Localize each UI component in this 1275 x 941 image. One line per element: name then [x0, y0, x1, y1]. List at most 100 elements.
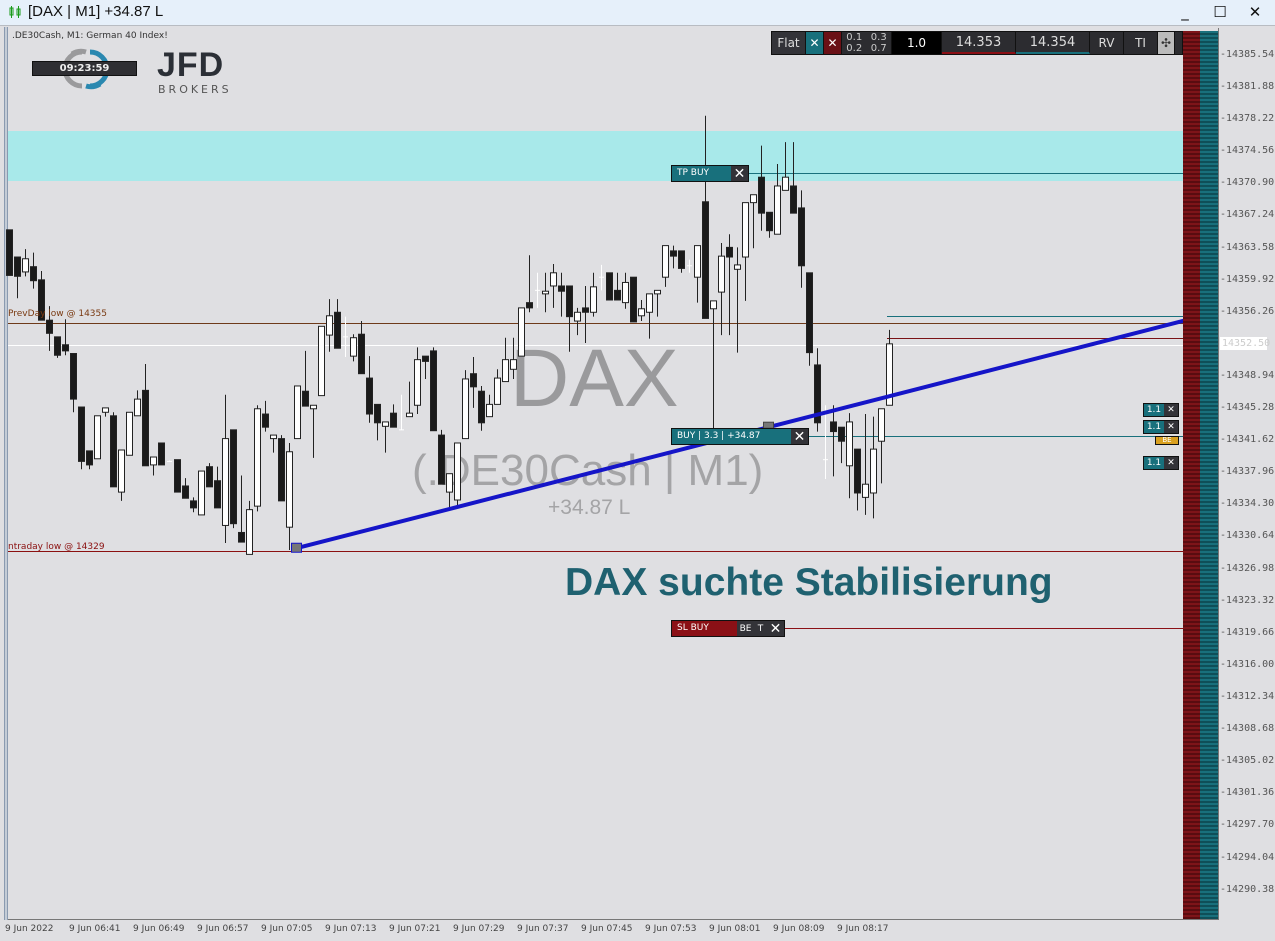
candle-bull — [750, 194, 757, 204]
time-tick-label: 9 Jun 07:45 — [581, 924, 633, 934]
candle-bear — [422, 355, 429, 362]
candle-bull — [406, 412, 413, 418]
crosshair-icon[interactable]: ✣ — [1158, 32, 1175, 54]
candle-bear — [814, 364, 821, 424]
time-tick-label: 9 Jun 06:57 — [197, 924, 249, 934]
time-tick-label: 9 Jun 07:13 — [325, 924, 377, 934]
lot-preset-1[interactable]: 0.1 — [846, 32, 863, 43]
candle-bull — [886, 343, 893, 406]
candle-bear — [798, 207, 805, 267]
order-tag[interactable]: 1.1 ✕ — [1143, 403, 1179, 417]
candle-bear — [366, 377, 373, 415]
watermark-symbol: DAX — [510, 333, 679, 424]
price-tick-label: -14385.54 — [1220, 48, 1275, 60]
price-tick-label: -14323.32 — [1220, 594, 1275, 606]
close-icon[interactable]: ✕ — [1164, 404, 1178, 416]
buy-button[interactable]: 14.354 — [1016, 32, 1090, 54]
candle-bull — [462, 378, 469, 440]
time-tick-label: 9 Jun 07:37 — [517, 924, 569, 934]
close-position-icon[interactable]: ✕ — [791, 429, 808, 445]
candle-bull — [326, 315, 333, 336]
minimize-button[interactable]: _ — [1181, 3, 1189, 21]
close-buy-button[interactable]: ✕ — [806, 32, 824, 54]
candle-bull — [878, 408, 885, 442]
lot-preset-3[interactable]: 0.2 — [846, 43, 863, 54]
candle-bear — [86, 450, 93, 466]
close-icon[interactable]: ✕ — [1164, 421, 1178, 433]
candle-bear — [766, 211, 773, 232]
price-tick-label: -14341.62 — [1220, 434, 1275, 446]
candle-bull — [718, 255, 725, 293]
tp-zone[interactable] — [8, 131, 1183, 181]
candle-bull — [310, 404, 317, 410]
current-price-label: 14352.50 — [1220, 337, 1271, 350]
time-tick-label: 9 Jun 08:09 — [773, 924, 825, 934]
order-tag-lots: 1.1 — [1144, 404, 1164, 416]
close-sell-button[interactable]: ✕ — [824, 32, 842, 54]
candle-bull — [198, 470, 205, 516]
candle-bull — [446, 473, 453, 493]
sell-depth-strip — [1183, 31, 1200, 920]
price-tick-label: -14294.04 — [1220, 851, 1275, 863]
candle-bull — [150, 456, 157, 466]
price-tick-label: -14374.56 — [1220, 145, 1275, 157]
candle-bear — [726, 246, 733, 258]
candle-bull — [654, 289, 661, 295]
candle-bull — [350, 337, 357, 357]
ti-button[interactable]: TI — [1124, 32, 1158, 54]
candle-bear — [470, 373, 477, 388]
order-tag[interactable]: 1.1 ✕ — [1143, 420, 1179, 434]
candle-bear — [670, 250, 677, 257]
sell-button[interactable]: 14.353 — [942, 32, 1016, 54]
price-tick-label: -14356.26 — [1220, 305, 1275, 317]
price-tick-label: -14334.30 — [1220, 498, 1275, 510]
breakeven-button[interactable]: BE — [737, 621, 754, 636]
time-axis-line — [8, 919, 1219, 920]
breakeven-tag[interactable]: BE — [1155, 436, 1179, 445]
candle-bull — [734, 264, 741, 270]
candle-bear — [758, 176, 765, 214]
candle-bull — [550, 272, 557, 287]
close-window-button[interactable]: ✕ — [1248, 3, 1262, 21]
buy-depth-strip — [1200, 31, 1218, 920]
candle-bull — [646, 293, 653, 313]
candle-bull — [590, 286, 597, 313]
candle-bear — [110, 415, 117, 488]
tp-close-icon[interactable]: ✕ — [731, 166, 748, 182]
sl-close-icon[interactable]: ✕ — [767, 621, 784, 637]
candle-bear — [630, 276, 637, 323]
volume-input[interactable]: 1.0 — [892, 32, 942, 54]
candle-bull — [382, 421, 389, 427]
watermark-pl: +34.87 L — [548, 496, 631, 519]
candle-bull — [286, 451, 293, 528]
rv-button[interactable]: RV — [1090, 32, 1124, 54]
close-icon[interactable]: ✕ — [1164, 457, 1178, 469]
buy-position-tag[interactable]: BUY | 3.3 | +34.87 ✕ — [671, 428, 809, 445]
tp-buy-label: TP BUY — [672, 166, 731, 181]
candle-bull — [134, 398, 141, 417]
candle-bear — [334, 311, 341, 349]
price-tick-label: -14367.24 — [1220, 209, 1275, 221]
time-tick-label: 9 Jun 06:49 — [133, 924, 185, 934]
lot-preset-4[interactable]: 0.7 — [870, 43, 887, 54]
maximize-button[interactable]: ☐ — [1213, 3, 1227, 21]
candle-bear — [302, 390, 309, 407]
intraday-low-label: ntraday low @ 14329 — [8, 542, 105, 552]
buy-position-label: BUY | 3.3 | +34.87 — [672, 429, 791, 444]
candle-bull — [318, 325, 325, 397]
time-tick-label: 9 Jun 07:05 — [261, 924, 313, 934]
price-tick-label: -14378.22 — [1220, 113, 1275, 125]
candle-bull — [870, 448, 877, 494]
price-tick-label: -14330.64 — [1220, 530, 1275, 542]
candle-bull — [254, 408, 261, 507]
price-tick-label: -14381.88 — [1220, 81, 1275, 93]
position-mode-button[interactable]: Flat — [772, 32, 806, 54]
sl-buy-tag[interactable]: SL BUY BE T ✕ — [671, 620, 785, 637]
lot-preset-2[interactable]: 0.3 — [870, 32, 887, 43]
order-tag[interactable]: 1.1 ✕ — [1143, 456, 1179, 470]
candle-bull — [126, 411, 133, 456]
trailing-button[interactable]: T — [754, 621, 767, 636]
tp-buy-tag[interactable]: TP BUY ✕ — [671, 165, 749, 182]
candle-bear — [206, 466, 213, 488]
